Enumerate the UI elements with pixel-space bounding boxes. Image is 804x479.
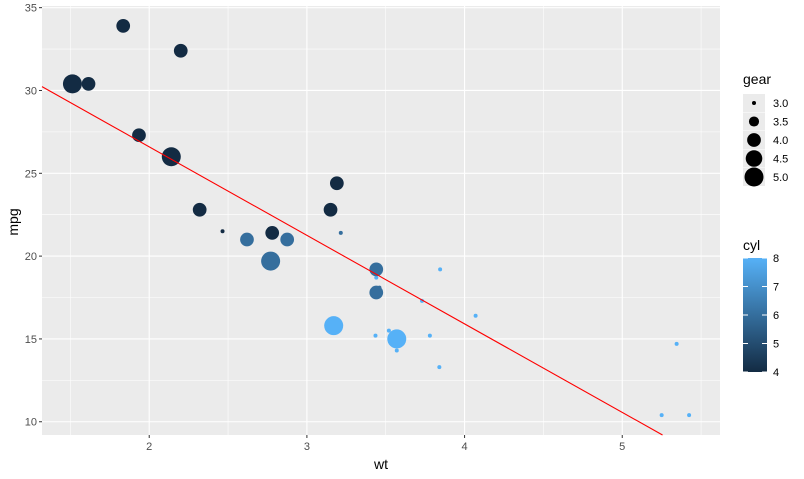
scatter-point xyxy=(220,229,225,234)
y-tick-label: 35 xyxy=(25,3,37,15)
legend-cyl-label: 6 xyxy=(773,310,779,322)
y-tick-label: 25 xyxy=(25,168,37,180)
scatter-point xyxy=(687,413,692,418)
scatter-point xyxy=(81,76,96,91)
y-axis: 10 15 20 25 30 35 xyxy=(25,3,42,429)
scatter-point xyxy=(173,43,188,58)
scatter-point xyxy=(437,365,442,370)
scatter-point xyxy=(394,348,399,353)
scatter-point xyxy=(338,230,343,235)
legend-cyl-title: cyl xyxy=(743,237,760,253)
y-tick-label: 15 xyxy=(25,334,37,346)
scatter-point xyxy=(132,128,146,143)
legend-cyl: cyl 8 7 6 5 4 xyxy=(743,237,779,379)
data-points xyxy=(62,19,692,418)
legend-cyl-label: 7 xyxy=(773,282,779,294)
scatter-point xyxy=(373,333,378,338)
scatter-point xyxy=(674,341,679,346)
scatter-point xyxy=(329,176,344,191)
scatter-point xyxy=(386,328,391,333)
legend-gear-label: 3.5 xyxy=(773,117,788,129)
y-axis-title: mpg xyxy=(5,208,21,235)
scatter-point xyxy=(324,316,344,336)
legend-gear-label: 4.0 xyxy=(773,135,788,147)
scatter-point xyxy=(280,232,295,247)
x-tick-label: 5 xyxy=(619,441,625,453)
scatter-point xyxy=(427,333,432,338)
scatter-point xyxy=(387,329,407,349)
legend-gear-key xyxy=(747,133,761,147)
scatter-point xyxy=(369,285,384,300)
scatter-point xyxy=(62,74,82,94)
y-tick-label: 30 xyxy=(25,85,37,97)
x-tick-label: 3 xyxy=(304,441,310,453)
minor-grid xyxy=(42,6,720,435)
legend-gear-key xyxy=(745,150,763,167)
scatter-point xyxy=(265,226,280,240)
legend-gear-label: 5.0 xyxy=(773,172,788,184)
plot-panel xyxy=(42,6,720,435)
legend-gear-key xyxy=(748,116,760,127)
y-tick-label: 20 xyxy=(25,251,37,263)
legend-cyl-label: 8 xyxy=(773,253,779,265)
x-axis: 2 3 4 5 xyxy=(146,435,625,453)
major-grid xyxy=(42,6,720,435)
legend-gear: gear 3.0 3.5 4.0 4.5 5.0 xyxy=(743,71,788,187)
scatter-point xyxy=(374,275,379,280)
legend-gear-key xyxy=(752,101,756,105)
scatter-point xyxy=(116,19,131,33)
scatter-point xyxy=(473,313,478,318)
legend-gear-key xyxy=(744,167,764,187)
scatter-point xyxy=(261,251,281,271)
scatter-point xyxy=(240,232,254,247)
x-tick-label: 4 xyxy=(462,441,468,453)
y-tick-label: 10 xyxy=(25,417,37,429)
x-axis-title: wt xyxy=(373,456,388,472)
legend-gear-label: 3.0 xyxy=(773,98,788,110)
scatter-point xyxy=(192,202,207,217)
scatter-point xyxy=(659,413,664,418)
x-tick-label: 2 xyxy=(146,441,152,453)
legend-cyl-label: 4 xyxy=(773,367,779,379)
scatter-point xyxy=(323,202,338,217)
legend-gear-title: gear xyxy=(743,71,771,87)
legend-cyl-label: 5 xyxy=(773,339,779,351)
trend-line xyxy=(41,86,663,436)
scatter-point xyxy=(438,267,443,272)
legend-gear-label: 4.5 xyxy=(773,154,788,166)
